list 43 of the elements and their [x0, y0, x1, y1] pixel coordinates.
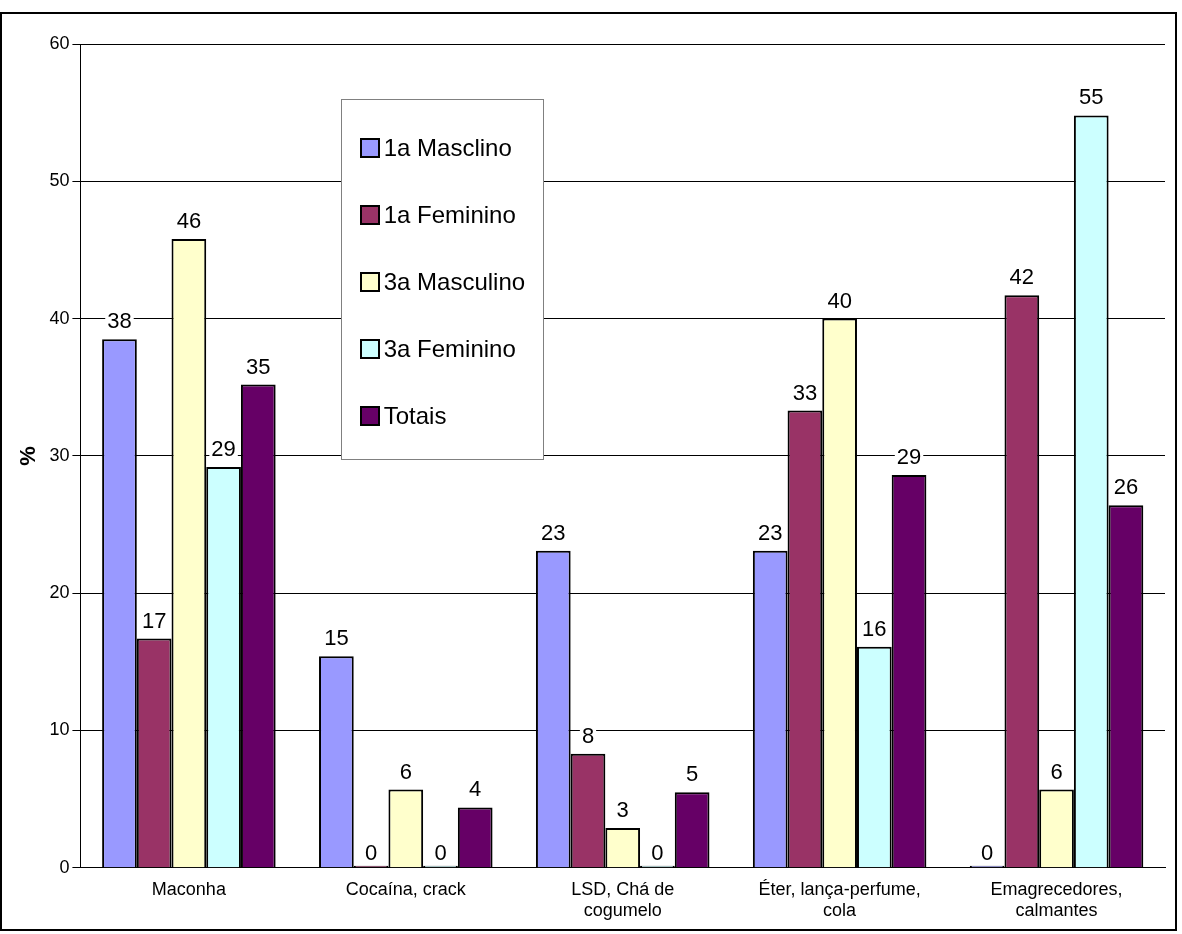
data-label: 26	[1113, 474, 1139, 500]
data-label: 0	[981, 839, 994, 865]
data-label: 35	[246, 353, 271, 379]
data-label: 29	[211, 435, 236, 461]
data-label: 3	[616, 797, 629, 823]
data-label: 15	[324, 625, 349, 651]
data-label: 6	[399, 758, 412, 784]
y-tick-label: 20	[49, 582, 70, 603]
x-tick-label: Cocaína, crack	[345, 878, 467, 899]
data-label: 17	[141, 607, 167, 633]
data-label: 0	[364, 839, 378, 865]
y-tick-label: 30	[49, 444, 70, 465]
x-tick-label: Éter, lança-perfume, cola	[758, 878, 921, 921]
data-label: 55	[1079, 84, 1104, 110]
legend-label: 3a Masculino	[383, 267, 526, 296]
legend-label: 1a Masclino	[383, 133, 512, 162]
data-label: 0	[651, 839, 664, 865]
data-label: 40	[827, 287, 852, 313]
y-tick-label: 10	[49, 719, 70, 740]
data-label: 29	[896, 444, 922, 470]
data-label: 38	[107, 308, 132, 334]
y-tick-label: 60	[49, 32, 70, 53]
data-label: 5	[686, 761, 699, 787]
data-label: 23	[757, 519, 783, 545]
legend-label: 3a Feminino	[383, 334, 516, 363]
y-axis-title: %	[15, 446, 41, 466]
legend-label: Totais	[383, 401, 447, 430]
legend-label: 1a Feminino	[383, 200, 516, 229]
y-tick-label: 50	[49, 170, 70, 191]
data-label: 16	[862, 615, 887, 641]
data-label: 6	[1050, 758, 1063, 784]
x-tick-label: Maconha	[151, 878, 227, 899]
data-label: 23	[541, 519, 566, 545]
x-tick-label: Emagrecedores, calmantes	[990, 878, 1123, 921]
data-label: 33	[792, 379, 818, 405]
data-label: 46	[176, 208, 202, 234]
data-label: 8	[581, 722, 595, 748]
data-label: 0	[434, 839, 447, 865]
data-label: 42	[1009, 264, 1035, 290]
y-tick-label: 40	[49, 307, 70, 328]
data-label: 4	[469, 776, 482, 802]
x-tick-label: LSD, Chá de cogumelo	[571, 878, 675, 921]
y-tick-label: 0	[59, 856, 70, 877]
